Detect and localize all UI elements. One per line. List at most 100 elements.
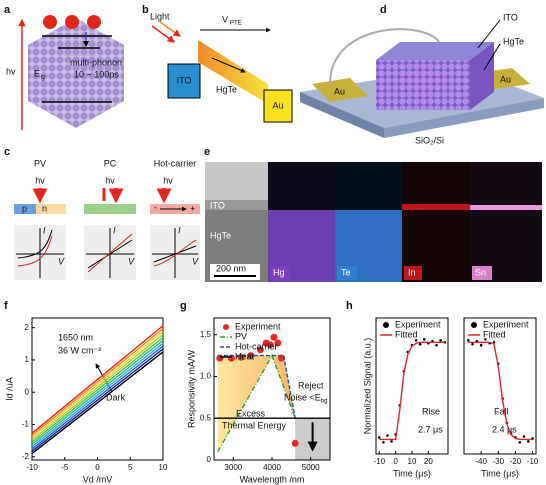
plot-frame bbox=[463, 317, 537, 455]
y-tick-label: -2 bbox=[22, 452, 30, 461]
au-label: Au bbox=[500, 74, 511, 84]
y-tick-label: 0 bbox=[207, 455, 212, 464]
legend-marker bbox=[383, 322, 389, 328]
x-tick-label: -10 bbox=[373, 457, 385, 466]
data-point bbox=[291, 439, 299, 447]
x-tick-label: -10 bbox=[26, 463, 38, 472]
x-tick-label: 0 bbox=[393, 457, 398, 466]
mode-label: PV bbox=[34, 158, 46, 168]
data-point bbox=[471, 342, 474, 346]
drift-arrow bbox=[211, 57, 246, 73]
x-axis-label: Wavelength /nm bbox=[240, 474, 305, 484]
x-tick-label: 0 bbox=[95, 463, 100, 472]
series-line bbox=[31, 336, 164, 443]
hgte-label: HgTe bbox=[503, 36, 524, 46]
data-point bbox=[418, 342, 422, 346]
series-line bbox=[468, 341, 533, 441]
ito-label: ITO bbox=[210, 200, 225, 210]
panel-letter: c bbox=[4, 146, 10, 158]
tag bbox=[270, 266, 290, 280]
annotation: Fall bbox=[494, 406, 509, 416]
excess-area bbox=[217, 355, 296, 452]
panel-c: PV PC Hot-carrier hv hv hv p n - + I I I… bbox=[14, 158, 200, 280]
panel-letter: b bbox=[142, 4, 149, 16]
substrate-side bbox=[384, 98, 544, 138]
y-tick-label: 2 bbox=[25, 323, 30, 332]
bandgap: E bbox=[34, 68, 40, 78]
panel-letter: f bbox=[4, 300, 8, 312]
legend-label: Experiment bbox=[235, 321, 281, 331]
panel-letter: h bbox=[346, 300, 353, 312]
series-line bbox=[31, 348, 164, 452]
light-arrow bbox=[104, 188, 116, 201]
hv: hv bbox=[35, 175, 45, 185]
y-tick-label: 0 bbox=[25, 387, 30, 396]
legend-label: Fitted bbox=[395, 329, 418, 339]
mode-label: Hot-carrier bbox=[154, 158, 197, 168]
data-point bbox=[422, 338, 426, 341]
ito-top bbox=[376, 42, 494, 60]
data-point bbox=[382, 441, 385, 444]
v-label: V bbox=[128, 256, 135, 266]
annotation: Rise bbox=[422, 406, 440, 416]
au-pad bbox=[312, 78, 368, 102]
x-tick-label: 10 bbox=[408, 457, 417, 466]
panel-b: Light V PTE ITO HgTe Au bbox=[150, 11, 293, 123]
data-point bbox=[522, 435, 526, 438]
data-point bbox=[466, 339, 470, 342]
y-tick-label: 1 bbox=[25, 355, 30, 364]
i-label: I bbox=[43, 225, 46, 235]
hgte-band bbox=[198, 40, 268, 104]
annotation: Reject bbox=[298, 380, 324, 390]
panel-letter: e bbox=[204, 146, 210, 158]
data-point bbox=[439, 339, 442, 342]
legend-label: Fitted bbox=[483, 329, 506, 339]
map-sn-signal bbox=[470, 205, 542, 210]
series-line bbox=[217, 354, 296, 419]
pointer bbox=[477, 19, 501, 49]
tag bbox=[472, 266, 492, 280]
v-label: V bbox=[192, 256, 199, 266]
panel-letter: g bbox=[180, 300, 187, 312]
y-tick-label: -1 bbox=[22, 420, 30, 429]
panel-letter: a bbox=[4, 4, 11, 16]
x-tick-label: -40 bbox=[475, 457, 487, 466]
data-point bbox=[435, 343, 438, 347]
carrier bbox=[87, 15, 101, 29]
p-label: p bbox=[22, 203, 27, 213]
note: multi-phonon bbox=[70, 57, 122, 67]
panel-letter: d bbox=[380, 4, 387, 16]
hgte-label: HgTe bbox=[216, 84, 237, 94]
i-label: I bbox=[178, 225, 181, 235]
carrier bbox=[43, 15, 57, 29]
element-label: Te bbox=[341, 267, 351, 277]
v-label: V bbox=[58, 256, 65, 266]
data-point bbox=[479, 343, 483, 347]
x-tick-label: -30 bbox=[493, 457, 505, 466]
panel-letters: a b c d e f g h bbox=[4, 4, 387, 312]
sem-ito bbox=[205, 200, 268, 210]
x-axis-label: Time (μs) bbox=[393, 468, 431, 478]
x-tick-label: 5000 bbox=[302, 463, 320, 472]
legend-label: PV bbox=[235, 331, 247, 341]
substrate-side bbox=[300, 92, 384, 138]
au-block bbox=[263, 89, 293, 123]
x-tick-label: 4000 bbox=[263, 463, 281, 472]
i-label: I bbox=[113, 225, 116, 235]
x-axis-label: Vd /mV bbox=[83, 474, 113, 484]
ito-block bbox=[167, 63, 201, 99]
mode-label: PC bbox=[104, 158, 117, 168]
data-point bbox=[266, 341, 274, 349]
data-point bbox=[270, 333, 278, 341]
light-arrow bbox=[159, 21, 182, 37]
ito-label: ITO bbox=[503, 12, 518, 22]
series-line bbox=[31, 339, 164, 446]
y-axis-label: Responsivity mA/W bbox=[186, 349, 196, 428]
y-tick-label: 1.0 bbox=[200, 372, 212, 381]
tag bbox=[337, 266, 357, 280]
au-label: Au bbox=[334, 86, 345, 96]
annotation: Noise <E bbox=[284, 392, 321, 402]
iv-sketches bbox=[14, 225, 200, 280]
n-label: n bbox=[42, 203, 47, 213]
